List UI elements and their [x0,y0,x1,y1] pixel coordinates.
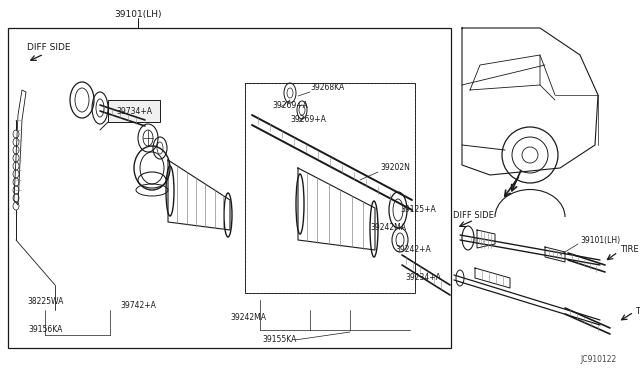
Text: 39742+A: 39742+A [120,301,156,310]
Polygon shape [14,90,26,205]
Text: TIRE SIDE: TIRE SIDE [635,308,640,317]
Text: 39101(LH): 39101(LH) [580,235,620,244]
Text: 39734+A: 39734+A [116,106,152,115]
Text: 39269+A: 39269+A [272,100,308,109]
Ellipse shape [512,137,548,173]
Text: JC910122: JC910122 [580,356,616,365]
Text: TIRE SIDE: TIRE SIDE [620,246,640,254]
Text: 39101(LH): 39101(LH) [115,10,162,19]
Text: 39242MA: 39242MA [370,224,406,232]
Text: 39202N: 39202N [380,164,410,173]
Text: 39125+A: 39125+A [400,205,436,215]
Text: 39269+A: 39269+A [290,115,326,125]
Bar [8,28,451,348]
Text: 39234+A: 39234+A [405,273,441,282]
Ellipse shape [502,127,558,183]
Text: 39268KA: 39268KA [310,83,344,93]
Ellipse shape [462,226,474,250]
Text: 39242MA: 39242MA [230,314,266,323]
Text: 39155KA: 39155KA [262,336,296,344]
Bar [245,83,415,293]
Text: DIFF SIDE: DIFF SIDE [27,44,70,52]
Ellipse shape [456,270,464,286]
Text: 39156KA: 39156KA [28,326,62,334]
Text: 39242+A: 39242+A [395,246,431,254]
Text: DIFF SIDE: DIFF SIDE [453,211,494,219]
Bar [108,100,160,122]
Text: 38225WA: 38225WA [27,298,63,307]
